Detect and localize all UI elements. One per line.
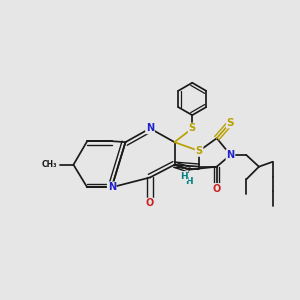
Text: S: S [196, 146, 202, 156]
Text: H: H [180, 172, 188, 181]
Text: CH₃: CH₃ [41, 160, 57, 169]
Text: H: H [185, 177, 193, 186]
Text: O: O [213, 184, 221, 194]
Text: O: O [146, 199, 154, 208]
Text: N: N [108, 182, 116, 192]
Text: N: N [226, 150, 235, 160]
Text: S: S [189, 123, 196, 134]
Text: S: S [227, 118, 234, 128]
Text: N: N [146, 123, 154, 134]
